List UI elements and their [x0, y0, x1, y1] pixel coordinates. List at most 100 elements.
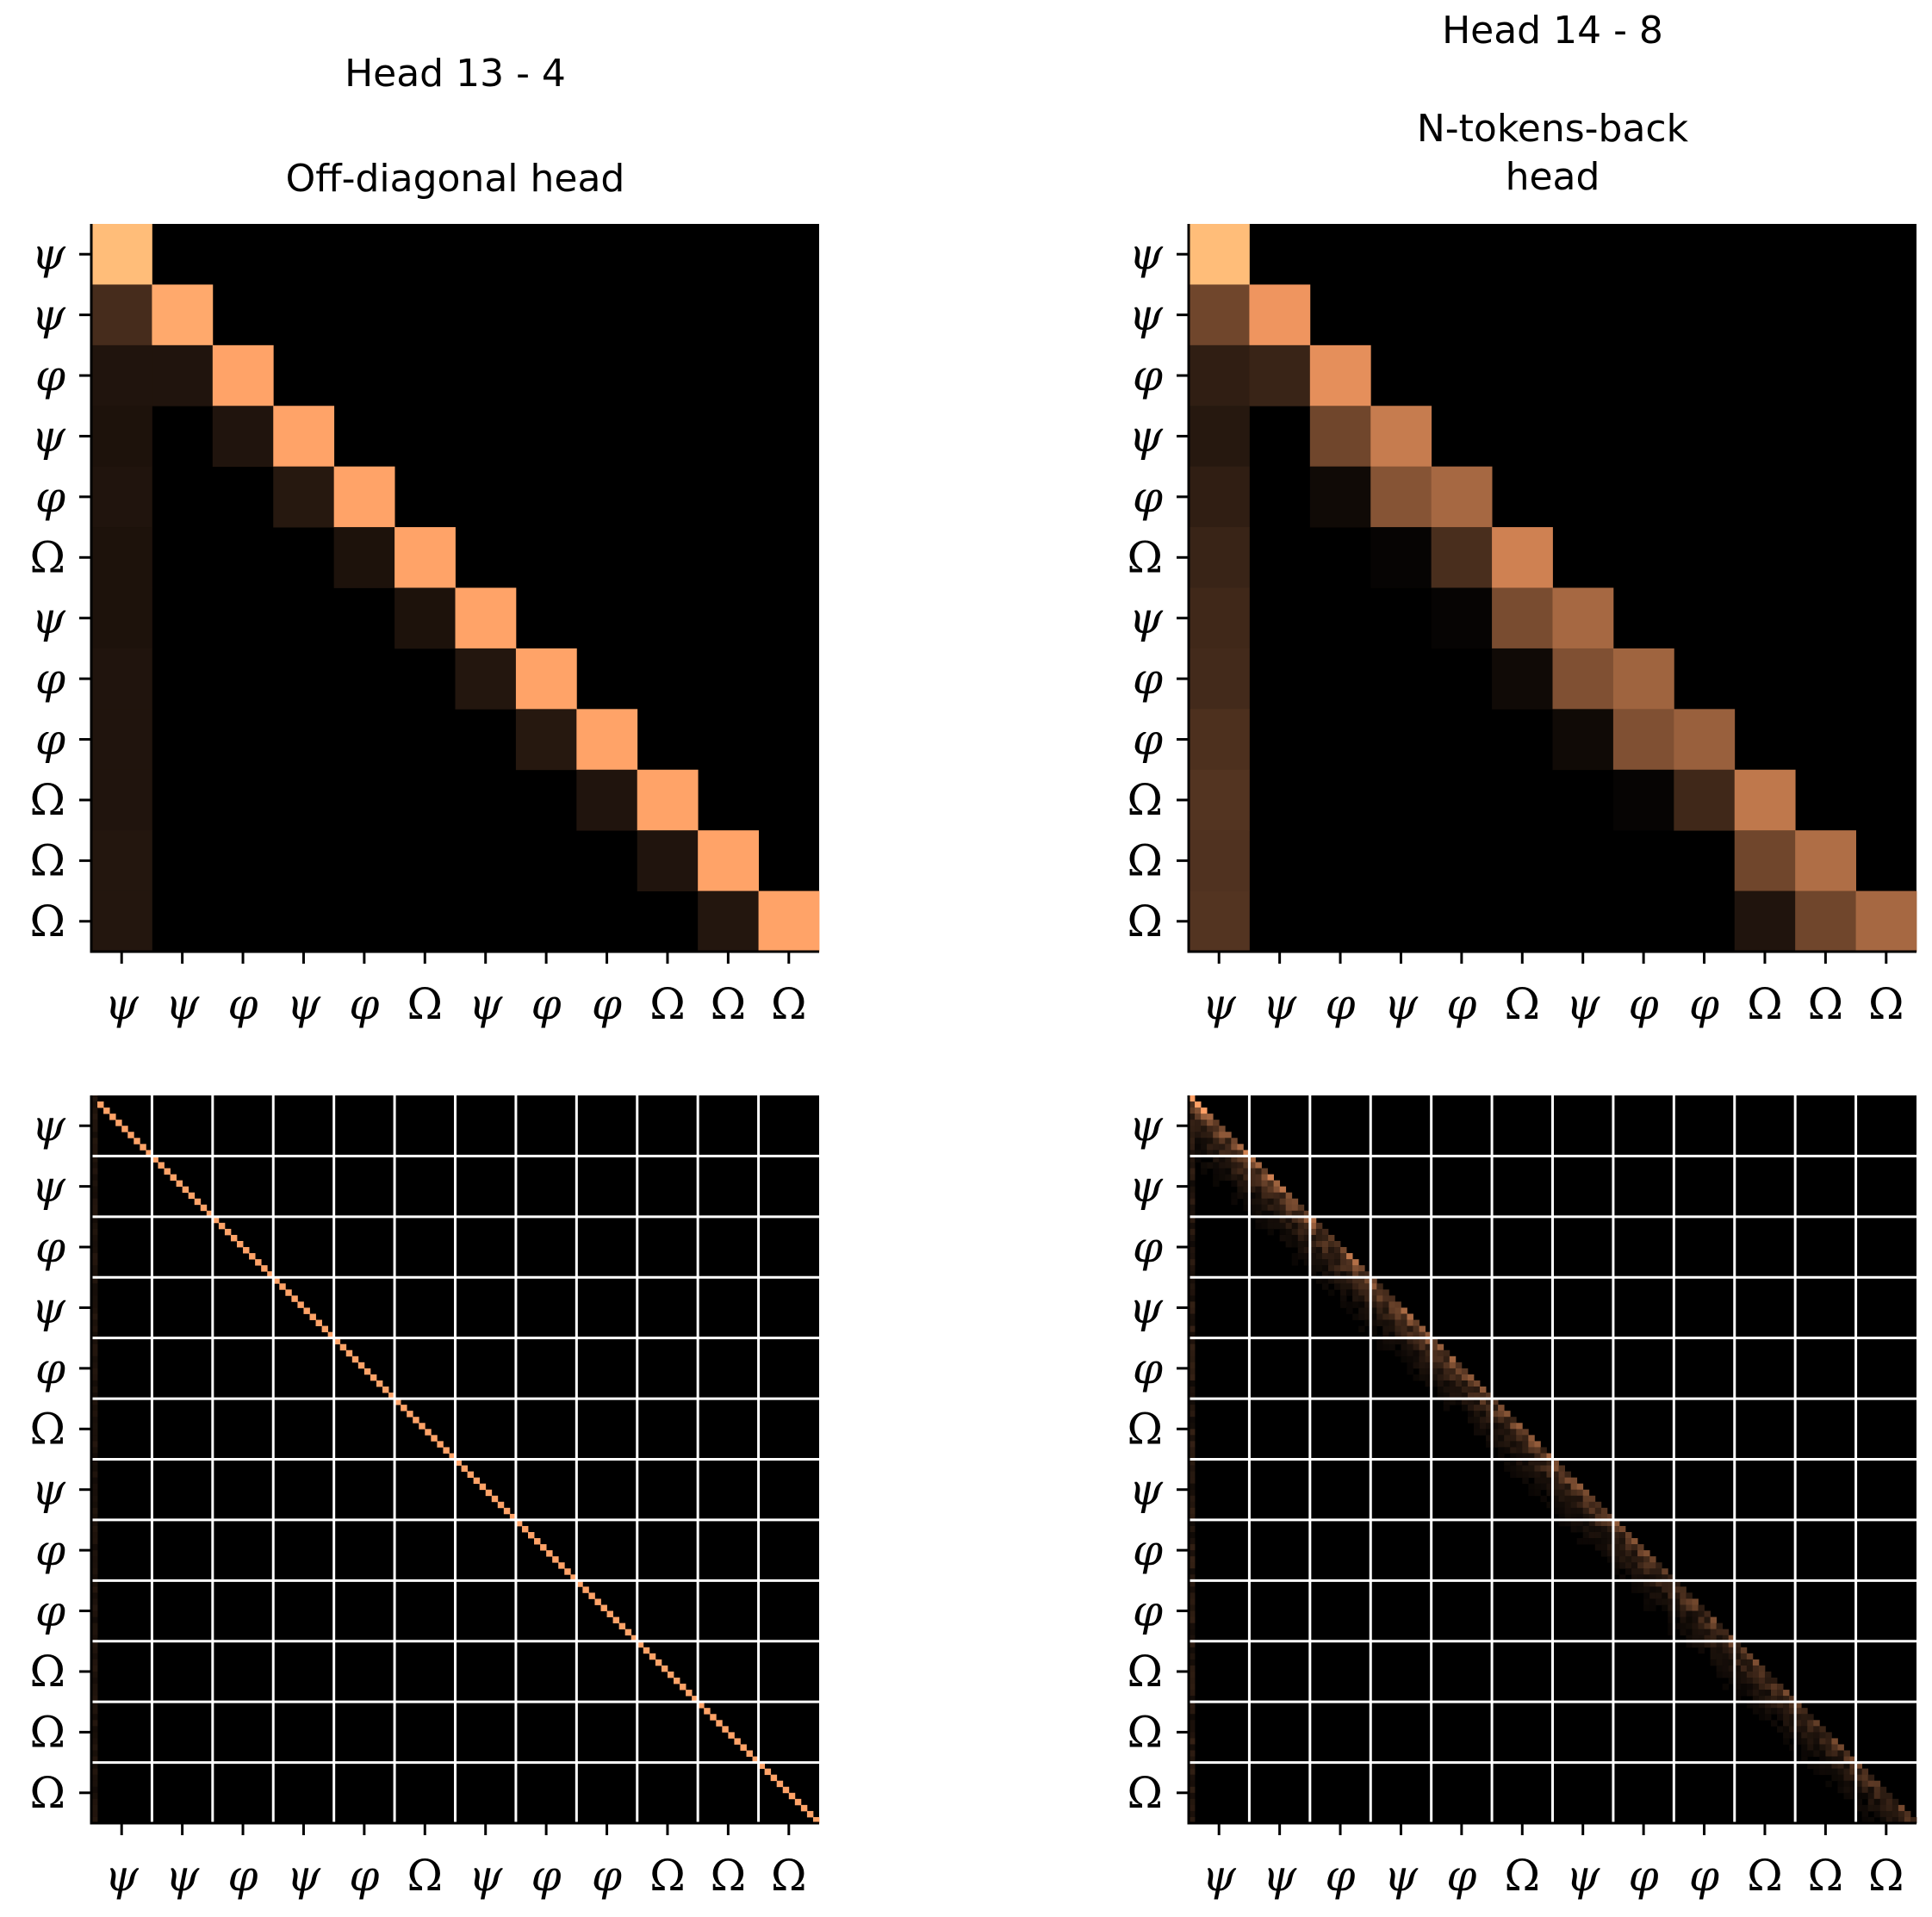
- heatmap-cell: [1395, 1325, 1401, 1333]
- heatmap-cell: [1449, 1368, 1457, 1375]
- x-tick-label: ψ: [287, 1851, 321, 1901]
- heatmap-cell: [91, 1325, 98, 1333]
- heatmap-cell: [1376, 1283, 1383, 1290]
- heatmap-cell: [1189, 1780, 1196, 1788]
- heatmap-cell: [1189, 1368, 1196, 1375]
- heatmap-cell: [1201, 1144, 1208, 1151]
- heatmap-cell: [497, 1501, 505, 1509]
- heatmap-cell: [1189, 1532, 1196, 1539]
- heatmap-cell: [1486, 1411, 1493, 1418]
- heatmap-cell: [1504, 1417, 1511, 1424]
- heatmap-cell: [1674, 709, 1736, 771]
- x-tick-label: φ: [531, 1851, 562, 1901]
- heatmap-cell: [1189, 1696, 1196, 1703]
- heatmap-cell: [1267, 1186, 1274, 1194]
- heatmap-cell: [1201, 1138, 1208, 1145]
- heatmap-cell: [1467, 1405, 1475, 1411]
- y-tick-label: ψ: [32, 229, 66, 279]
- heatmap-cell: [1855, 890, 1917, 952]
- heatmap-cell: [1364, 1283, 1371, 1290]
- heatmap-cell: [1534, 1483, 1541, 1491]
- heatmap-cell: [249, 1253, 256, 1260]
- heatmap-cell: [1637, 1556, 1644, 1563]
- heatmap-cell: [1327, 1271, 1335, 1278]
- heatmap-cell: [1225, 1144, 1232, 1151]
- heatmap-cell: [1855, 1786, 1863, 1794]
- heatmap-cell: [1273, 1180, 1281, 1188]
- heatmap-cell: [1437, 1343, 1444, 1351]
- heatmap-cell: [1213, 1162, 1220, 1169]
- heatmap-cell: [1189, 1489, 1196, 1497]
- heatmap-cell: [1674, 1610, 1680, 1617]
- heatmap-cell: [1777, 1684, 1784, 1691]
- x-tick-label: Ω: [1747, 1851, 1782, 1901]
- heatmap-cell: [1849, 1762, 1856, 1770]
- heatmap-cell: [1764, 1678, 1772, 1684]
- heatmap-cell: [1649, 1604, 1656, 1611]
- heatmap-cell: [1807, 1744, 1814, 1751]
- heatmap-cell: [237, 1241, 244, 1248]
- heatmap-cell: [273, 1277, 280, 1284]
- heatmap-cell: [1249, 1204, 1256, 1212]
- x-tick-label: Ω: [771, 1851, 806, 1901]
- heatmap-cell: [1801, 1714, 1808, 1721]
- heatmap-cell: [1255, 1198, 1262, 1206]
- heatmap-cell: [1522, 1429, 1529, 1436]
- heatmap-cell: [1189, 1592, 1196, 1599]
- heatmap-cell: [1189, 1150, 1196, 1157]
- heatmap-cell: [1231, 1162, 1238, 1169]
- heatmap-cell: [1340, 1253, 1347, 1260]
- heatmap-cell: [91, 1501, 98, 1509]
- heatmap-cell: [1843, 1768, 1850, 1776]
- heatmap-cell: [91, 1532, 98, 1539]
- heatmap-cell: [1219, 1168, 1226, 1175]
- heatmap-cell: [1297, 1216, 1305, 1224]
- heatmap-cell: [1364, 1277, 1371, 1284]
- heatmap-cell: [1879, 1786, 1887, 1794]
- heatmap-cell: [1467, 1393, 1475, 1399]
- heatmap-cell: [339, 1343, 347, 1351]
- heatmap-cell: [1674, 1604, 1680, 1611]
- heatmap-cell: [1255, 1192, 1262, 1200]
- heatmap-cell: [91, 1174, 98, 1181]
- heatmap-cell: [1395, 1301, 1401, 1308]
- heatmap-cell: [1885, 1798, 1893, 1806]
- y-tick-label: Ω: [1128, 896, 1163, 946]
- heatmap-cell: [285, 1289, 292, 1296]
- heatmap-cell: [91, 466, 152, 528]
- heatmap-cell: [1285, 1228, 1293, 1236]
- heatmap-cell: [1461, 1399, 1469, 1405]
- heatmap-cell: [91, 1429, 98, 1436]
- heatmap-cell: [1382, 1313, 1389, 1320]
- heatmap-cell: [1704, 1610, 1711, 1617]
- heatmap-cell: [1237, 1174, 1244, 1181]
- heatmap-cell: [1612, 1532, 1620, 1539]
- heatmap-cell: [1255, 1186, 1262, 1194]
- heatmap-cell: [1625, 1568, 1632, 1575]
- heatmap-cell: [1376, 1301, 1383, 1308]
- x-tick-label: Ω: [1808, 979, 1843, 1029]
- heatmap-cell: [1528, 1441, 1535, 1448]
- heatmap-cell: [1189, 1319, 1196, 1326]
- heatmap-cell: [1552, 587, 1614, 649]
- heatmap-cell: [1843, 1780, 1850, 1788]
- y-tick-label: ψ: [32, 1465, 66, 1515]
- heatmap-cell: [1807, 1738, 1814, 1745]
- heatmap-cell: [1437, 1349, 1444, 1357]
- heatmap-cell: [1189, 1387, 1196, 1393]
- heatmap-cell: [1831, 1738, 1838, 1745]
- heatmap-cell: [91, 1343, 98, 1351]
- heatmap-cell: [91, 1810, 98, 1818]
- heatmap-cell: [1492, 1399, 1499, 1405]
- heatmap-cell: [1843, 1750, 1850, 1757]
- heatmap-cell: [1189, 1138, 1196, 1145]
- heatmap-cell: [1837, 1768, 1844, 1776]
- heatmap-cell: [1558, 1507, 1565, 1515]
- heatmap-cell: [1370, 1301, 1377, 1308]
- heatmap-cell: [91, 1756, 98, 1763]
- heatmap-cell: [1303, 1259, 1311, 1266]
- heatmap-cell: [1843, 1756, 1850, 1763]
- heatmap-cell: [1649, 1586, 1656, 1593]
- heatmap-cell: [1752, 1690, 1760, 1697]
- heatmap-cell: [1189, 1453, 1196, 1460]
